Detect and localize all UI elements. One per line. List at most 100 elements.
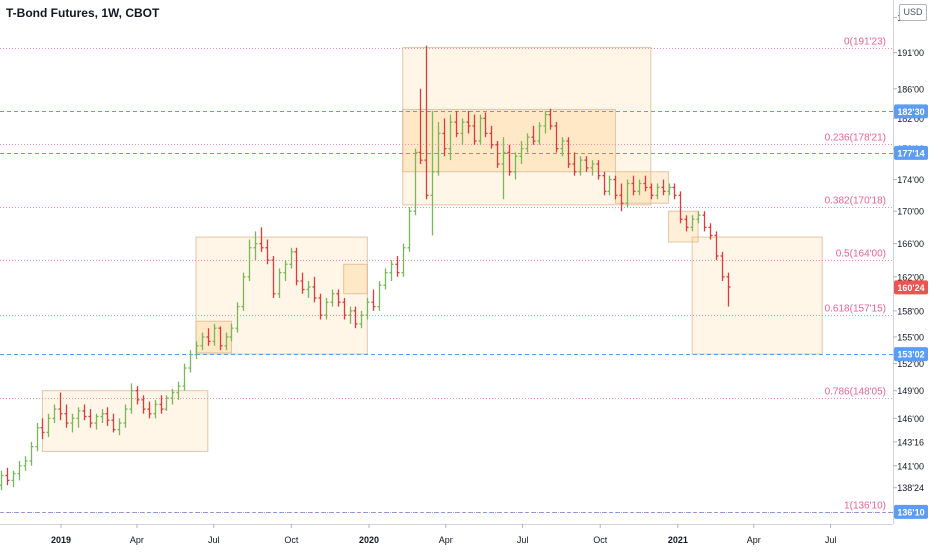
ohlc-bar — [277, 268, 282, 298]
ohlc-bar — [483, 112, 488, 138]
ohlc-bar — [271, 255, 276, 298]
ohlc-bar — [637, 179, 642, 196]
ohlc-bar — [507, 144, 512, 176]
price-tick-label: 152'00 — [897, 359, 924, 369]
ohlc-bar — [0, 470, 4, 491]
ohlc-bar — [678, 191, 683, 224]
hline-price-tag-text: 182'30 — [897, 107, 924, 117]
price-tick-label: 146'00 — [897, 414, 924, 424]
ohlc-bar — [543, 110, 548, 134]
ohlc-bar — [312, 276, 317, 303]
ohlc-bar — [478, 114, 483, 145]
price-tick-label: 155'00 — [897, 332, 924, 342]
ohlc-bar — [289, 247, 294, 269]
ohlc-bar — [371, 289, 376, 311]
ohlc-bar — [52, 404, 57, 424]
ohlc-bar — [525, 133, 530, 153]
ohlc-bar — [513, 152, 518, 180]
ohlc-bar — [389, 260, 394, 282]
ohlc-bar — [70, 413, 75, 433]
currency-button[interactable]: USD — [899, 4, 927, 21]
ohlc-bar — [353, 306, 358, 329]
ohlc-bar — [584, 156, 589, 172]
hline-price-tag-text: 136'10 — [897, 507, 924, 517]
ohlc-bar — [294, 247, 299, 286]
zone-box — [691, 236, 823, 355]
hline-price-tag — [894, 347, 928, 362]
ohlc-bar — [672, 183, 677, 200]
chart-title: T-Bond Futures, 1W, CBOT — [6, 6, 160, 20]
ohlc-bar — [501, 137, 506, 200]
ohlc-bar — [336, 289, 341, 307]
price-tick-label: 149'00 — [897, 386, 924, 396]
fib-level-label: 0.382(170'18) — [825, 196, 886, 207]
ohlc-bar — [265, 239, 270, 265]
hline-price-tag — [894, 504, 928, 519]
ohlc-bar — [578, 156, 583, 176]
ohlc-bar — [436, 122, 441, 176]
time-tick-label: Apr — [130, 535, 144, 545]
ohlc-bar — [395, 255, 400, 277]
ohlc-bar — [566, 137, 571, 168]
price-axis-labels: 182'30 177'14 153'02 136'10 160'24 — [894, 104, 928, 519]
ohlc-bar — [619, 183, 624, 212]
time-tick-label: Apr — [747, 535, 761, 545]
hline-price-tag — [894, 104, 928, 119]
price-tick-label: 141'00 — [897, 461, 924, 471]
ohlc-bar — [466, 110, 471, 134]
time-tick-label: 2021 — [668, 535, 688, 545]
ohlc-bar — [212, 323, 217, 346]
ohlc-bar — [235, 302, 240, 333]
hline-price-tag-text: 153'02 — [897, 350, 924, 360]
ohlc-bar — [229, 323, 234, 342]
ohlc-bar — [224, 332, 229, 351]
ohlc-bar — [365, 297, 370, 320]
ohlc-bar — [590, 160, 595, 176]
ohlc-bar — [413, 148, 418, 216]
price-tick-label: 174'00 — [897, 175, 924, 185]
fib-level-label: 0.618(157'15) — [825, 304, 886, 315]
ohlc-bar — [241, 272, 246, 311]
fib-levels: 0(191'23) 0.236(178'21) 0.382(170'18) 0.5(1… — [0, 37, 893, 513]
price-tick-label: 170'00 — [897, 207, 924, 217]
ohlc-bar — [100, 409, 105, 424]
ohlc-bar — [690, 215, 695, 232]
price-tick-label: 162'00 — [897, 272, 924, 282]
price-tick-label: 191'00 — [897, 48, 924, 58]
ohlc-bar — [596, 160, 601, 180]
fib-level-label: 0.5(164'00) — [836, 249, 886, 260]
ohlc-bar — [359, 310, 364, 329]
price-tick-label: 143'16 — [897, 437, 924, 447]
fib-level-label: 0.236(178'21) — [825, 133, 886, 144]
time-tick-label: 2019 — [51, 535, 71, 545]
ohlc-bar — [537, 122, 542, 145]
price-axis: 200'00196'00191'00186'00182'00178'00174'… — [893, 13, 924, 493]
ohlc-bar — [135, 386, 140, 405]
ohlc-bar — [348, 306, 353, 324]
price-tick-label: 158'00 — [897, 306, 924, 316]
ohlc-bar — [117, 418, 122, 436]
time-axis: 2019 Apr Jul Oct 2020 Apr Jul Oct 2021 Apr Jul — [51, 524, 836, 545]
ohlc-bar — [5, 467, 10, 486]
ohlc-bar — [170, 388, 175, 405]
ohlc-bar — [123, 404, 128, 428]
ohlc-bar — [430, 110, 435, 236]
ohlc-bar — [94, 413, 99, 430]
ohlc-bar — [129, 383, 134, 414]
ohlc-bar — [188, 350, 193, 373]
ohlc-bar — [418, 88, 423, 165]
ohlc-bar — [40, 418, 45, 440]
ohlc-bar — [649, 183, 654, 200]
time-tick-label: Jul — [825, 535, 837, 545]
ohlc-bar — [283, 260, 288, 282]
ohlc-bar — [82, 404, 87, 421]
ohlc-bar — [613, 175, 618, 200]
ohlc-bar — [383, 268, 388, 290]
fib-level-label: 0(191'23) — [844, 37, 886, 48]
ohlc-bar — [35, 423, 40, 452]
ohlc-bar — [105, 407, 110, 426]
ohlc-bar — [218, 326, 223, 351]
ohlc-bar — [442, 118, 447, 157]
